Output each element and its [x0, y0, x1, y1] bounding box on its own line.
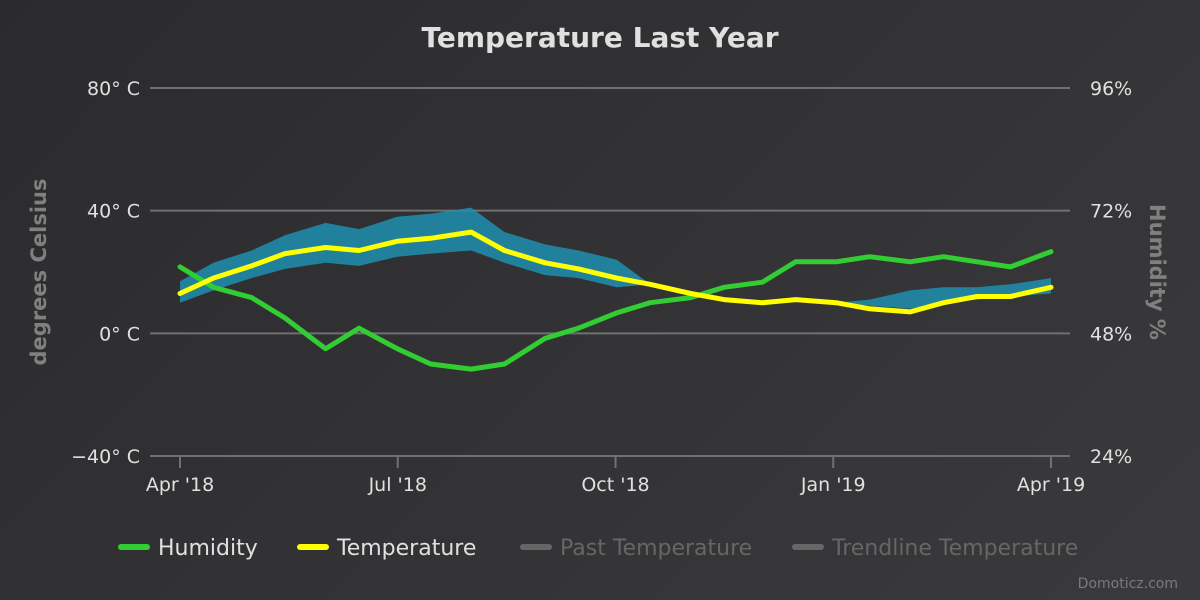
x-tick-label: Apr '19 [1017, 474, 1085, 496]
legend-item-trendline-temperature[interactable]: Trendline Temperature [792, 536, 1078, 561]
legend-swatch [297, 544, 329, 550]
y2-tick-label: 72% [1090, 201, 1132, 223]
legend: Humidity Temperature Past Temperature Trend… [118, 536, 1078, 561]
y2-tick-label: 48% [1090, 323, 1132, 345]
legend-item-past-temperature[interactable]: Past Temperature [520, 536, 752, 561]
temperature-range-band [180, 207, 1051, 309]
legend-swatch [118, 544, 150, 550]
y2-tick-label: 96% [1090, 78, 1132, 100]
temperature-series-line[interactable] [177, 229, 1054, 315]
x-tick-label: Jan '19 [800, 474, 866, 496]
y-tick-label: 40° C [87, 201, 140, 223]
x-tick-label: Jul '18 [368, 474, 427, 496]
y-tick-label: 80° C [87, 78, 140, 100]
y2-axis-title: Humidity % [1145, 204, 1169, 340]
y-tick-label: −40° C [71, 446, 140, 468]
y-axis-right: 96% 72% 48% 24% [1090, 78, 1132, 468]
y-axis-left: 80° C 40° C 0° C −40° C [71, 78, 140, 468]
legend-label: Past Temperature [560, 536, 752, 561]
x-tick-label: Apr '18 [146, 474, 214, 496]
y-axis-title: degrees Celsius [27, 179, 51, 366]
chart-title: Temperature Last Year [421, 21, 778, 54]
legend-label: Humidity [158, 536, 258, 561]
legend-item-humidity[interactable]: Humidity [118, 536, 258, 561]
x-tick-label: Oct '18 [581, 474, 649, 496]
x-axis: Apr '18 Jul '18 Oct '18 Jan '19 Apr '19 [146, 456, 1085, 496]
legend-swatch [792, 544, 824, 550]
legend-item-temperature[interactable]: Temperature [297, 536, 476, 561]
legend-swatch [520, 544, 552, 550]
humidity-series-line[interactable] [177, 249, 1054, 372]
legend-label: Temperature [336, 536, 476, 561]
credit-text[interactable]: Domoticz.com [1078, 576, 1178, 592]
y-tick-label: 0° C [99, 323, 140, 345]
y2-tick-label: 24% [1090, 446, 1132, 468]
legend-label: Trendline Temperature [831, 536, 1078, 561]
plot-area [177, 207, 1054, 372]
